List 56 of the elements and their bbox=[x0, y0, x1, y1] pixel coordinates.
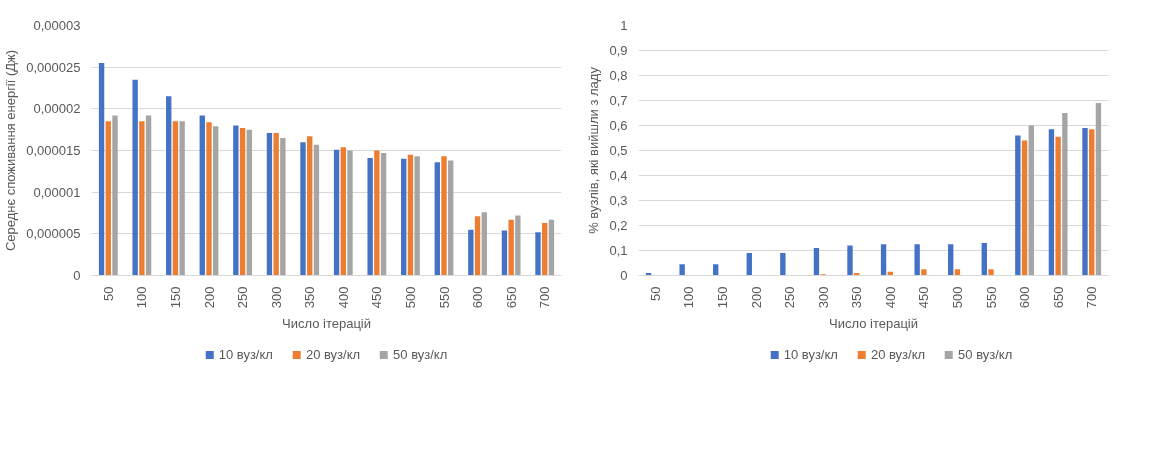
legend-label: 10 вуз/кл bbox=[218, 346, 273, 362]
x-tick-label: 300 bbox=[815, 286, 831, 309]
x-tick-label: 450 bbox=[916, 286, 932, 309]
legend-label: 50 вуз/кл bbox=[393, 346, 448, 362]
legend-label: 20 вуз/кл bbox=[305, 346, 361, 362]
x-tick-label: 600 bbox=[1017, 286, 1033, 309]
x-tick-label: 100 bbox=[134, 286, 150, 309]
x-tick-label: 350 bbox=[302, 286, 318, 309]
y-tick-label: 0,000025 bbox=[26, 59, 81, 75]
y-axis-title: % вузлів, які вийшли з ладу bbox=[586, 66, 602, 234]
x-tick-label: 500 bbox=[949, 286, 965, 309]
x-tick-label: 150 bbox=[167, 286, 183, 309]
x-tick-label: 300 bbox=[268, 286, 284, 309]
x-axis-title: Число ітерацій bbox=[282, 316, 371, 332]
x-tick-label: 50 bbox=[100, 286, 116, 301]
y-tick-label: 0,1 bbox=[609, 243, 628, 258]
y-tick-label: 0,5 bbox=[609, 143, 628, 158]
x-tick-label: 550 bbox=[983, 286, 999, 309]
x-tick-label: 200 bbox=[201, 286, 217, 309]
x-tick-label: 350 bbox=[849, 286, 865, 309]
x-tick-label: 250 bbox=[235, 286, 251, 309]
y-tick-label: 0,4 bbox=[609, 168, 628, 183]
x-tick-label: 500 bbox=[402, 286, 418, 309]
legend-label: 10 вуз/кл bbox=[783, 346, 838, 362]
x-tick-label: 650 bbox=[503, 286, 519, 309]
y-tick-label: 0,00001 bbox=[33, 184, 81, 200]
x-tick-label: 650 bbox=[1050, 286, 1066, 309]
legend-label: 20 вуз/кл bbox=[870, 346, 926, 362]
x-tick-label: 600 bbox=[470, 286, 486, 309]
y-tick-label: 0,00002 bbox=[33, 101, 81, 117]
legend-label: 50 вуз/кл bbox=[958, 346, 1013, 362]
x-tick-label: 700 bbox=[1084, 286, 1100, 309]
y-tick-label: 0 bbox=[620, 268, 628, 283]
y-tick-label: 0,6 bbox=[609, 118, 628, 133]
x-tick-label: 400 bbox=[882, 286, 898, 309]
x-tick-label: 200 bbox=[748, 286, 764, 309]
y-tick-label: 0,7 bbox=[609, 93, 628, 108]
x-tick-label: 400 bbox=[335, 286, 351, 309]
x-tick-label: 150 bbox=[714, 286, 730, 309]
y-tick-label: 0,3 bbox=[609, 193, 628, 208]
y-tick-label: 0 bbox=[73, 268, 81, 283]
y-tick-label: 0,000005 bbox=[26, 226, 81, 242]
x-tick-label: 100 bbox=[681, 286, 697, 309]
y-tick-label: 0,000015 bbox=[26, 143, 81, 158]
x-tick-label: 250 bbox=[782, 286, 798, 309]
y-tick-label: 0,00003 bbox=[33, 18, 81, 33]
y-tick-label: 0,2 bbox=[609, 218, 628, 233]
x-tick-label: 50 bbox=[647, 286, 663, 301]
x-tick-label: 700 bbox=[537, 286, 553, 309]
y-tick-label: 1 bbox=[620, 18, 628, 33]
x-tick-label: 550 bbox=[436, 286, 452, 309]
y-tick-label: 0,9 bbox=[609, 43, 628, 58]
y-axis-title: Середнє споживання енергії (Дж) bbox=[3, 49, 19, 252]
x-axis-title: Число ітерацій bbox=[829, 316, 918, 332]
x-tick-label: 450 bbox=[369, 286, 385, 309]
y-tick-label: 0,8 bbox=[609, 68, 628, 83]
